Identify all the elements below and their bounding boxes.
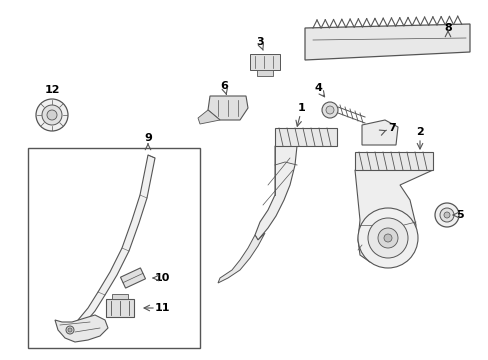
Polygon shape xyxy=(120,268,145,288)
Text: 3: 3 xyxy=(256,37,263,47)
Circle shape xyxy=(377,228,397,248)
Text: 5: 5 xyxy=(455,210,463,220)
Bar xyxy=(354,152,432,170)
Circle shape xyxy=(367,218,407,258)
Circle shape xyxy=(66,326,74,334)
Text: 4: 4 xyxy=(313,83,321,93)
Text: 6: 6 xyxy=(220,81,227,91)
Circle shape xyxy=(47,110,57,120)
Circle shape xyxy=(325,106,333,114)
Text: 7: 7 xyxy=(387,123,395,133)
Text: 8: 8 xyxy=(443,23,451,33)
Text: 10: 10 xyxy=(154,273,169,283)
Circle shape xyxy=(383,234,391,242)
Circle shape xyxy=(443,212,449,218)
Polygon shape xyxy=(218,233,264,283)
Circle shape xyxy=(68,328,72,332)
Polygon shape xyxy=(78,155,155,323)
Circle shape xyxy=(36,99,68,131)
Bar xyxy=(106,299,134,317)
Polygon shape xyxy=(305,24,469,60)
Polygon shape xyxy=(361,120,397,145)
Circle shape xyxy=(439,208,453,222)
Bar xyxy=(257,70,272,76)
Text: 11: 11 xyxy=(154,303,169,313)
Text: 1: 1 xyxy=(298,103,305,113)
Bar xyxy=(249,54,280,70)
Polygon shape xyxy=(354,170,432,265)
Text: 2: 2 xyxy=(415,127,423,137)
Circle shape xyxy=(434,203,458,227)
Text: 12: 12 xyxy=(44,85,60,95)
Circle shape xyxy=(321,102,337,118)
Polygon shape xyxy=(207,96,247,120)
Circle shape xyxy=(42,105,62,125)
Polygon shape xyxy=(55,315,108,342)
Polygon shape xyxy=(198,110,220,124)
Circle shape xyxy=(357,208,417,268)
Bar xyxy=(274,128,336,146)
Bar xyxy=(112,294,128,299)
Polygon shape xyxy=(254,146,296,240)
Text: 9: 9 xyxy=(144,133,152,143)
Bar xyxy=(28,148,200,348)
